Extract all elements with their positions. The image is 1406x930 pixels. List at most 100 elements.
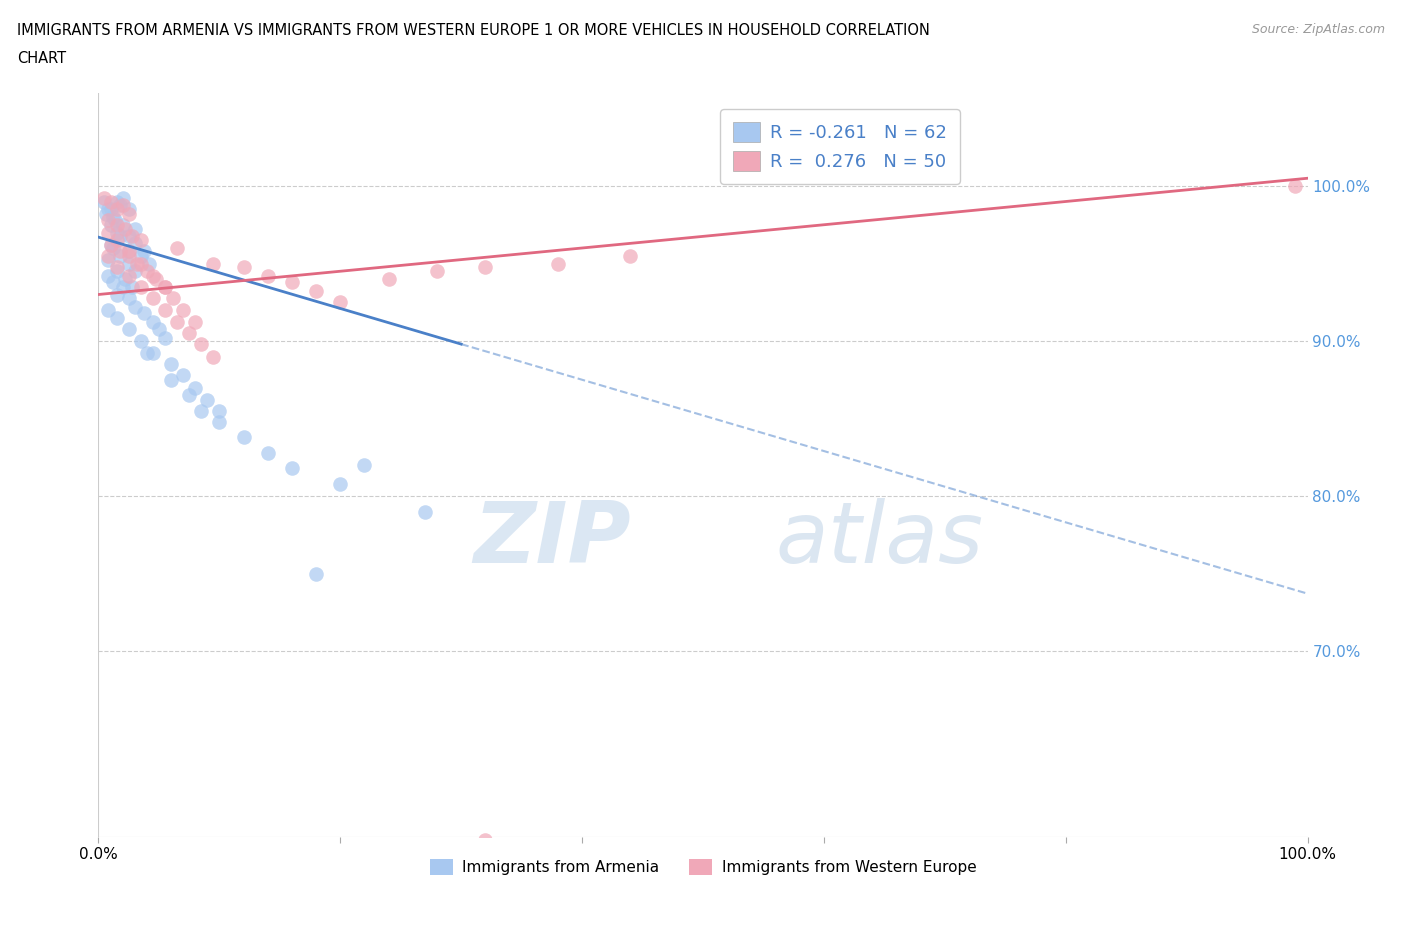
Point <box>134 244 156 259</box>
Point <box>135 346 157 361</box>
Point <box>426 264 449 279</box>
Point <box>166 315 188 330</box>
Point <box>138 256 160 271</box>
Point <box>208 404 231 418</box>
Point <box>256 269 278 284</box>
Point <box>118 244 141 259</box>
Point <box>160 372 183 387</box>
Text: atlas: atlas <box>776 498 984 581</box>
Point <box>97 202 120 217</box>
Point <box>114 272 136 286</box>
Point <box>100 237 122 252</box>
Point <box>129 334 152 349</box>
Point <box>142 269 165 284</box>
Point <box>108 248 131 263</box>
Point <box>135 264 157 279</box>
Point <box>208 414 231 429</box>
Point <box>305 566 328 581</box>
Point <box>111 279 134 294</box>
Point <box>121 279 143 294</box>
Point <box>104 213 127 228</box>
Point <box>105 202 128 217</box>
Point <box>100 202 122 217</box>
Point <box>97 225 120 240</box>
Point <box>305 284 328 299</box>
Point <box>97 302 120 317</box>
Point <box>153 330 176 345</box>
Point <box>124 299 146 314</box>
Point <box>118 269 141 284</box>
Point <box>97 248 120 263</box>
Point <box>202 256 225 271</box>
Point <box>153 279 176 294</box>
Point <box>184 315 207 330</box>
Text: CHART: CHART <box>17 51 66 66</box>
Point <box>256 445 278 460</box>
Point <box>93 191 115 206</box>
Point <box>105 232 128 247</box>
Point <box>172 302 194 317</box>
Point <box>202 349 225 364</box>
Point <box>145 272 167 286</box>
Point <box>111 191 134 206</box>
Point <box>353 458 375 472</box>
Point <box>127 256 149 271</box>
Point <box>108 244 131 259</box>
Point <box>121 228 143 243</box>
Point <box>118 248 141 263</box>
Point <box>94 206 117 221</box>
Point <box>281 274 304 289</box>
Point <box>142 346 165 361</box>
Point <box>129 232 152 247</box>
Point <box>105 264 128 279</box>
Point <box>413 504 436 519</box>
Point <box>105 287 128 302</box>
Text: Source: ZipAtlas.com: Source: ZipAtlas.com <box>1251 23 1385 36</box>
Point <box>124 236 146 251</box>
Point <box>474 259 496 274</box>
Point <box>97 253 120 268</box>
Point <box>619 248 641 263</box>
Point <box>172 367 194 382</box>
Point <box>160 357 183 372</box>
Point <box>105 194 128 209</box>
Legend: Immigrants from Armenia, Immigrants from Western Europe: Immigrants from Armenia, Immigrants from… <box>423 853 983 882</box>
Point <box>179 326 201 340</box>
Point <box>547 256 569 271</box>
Point <box>97 213 120 228</box>
Point <box>118 321 141 336</box>
Point <box>105 311 128 325</box>
Point <box>105 259 128 274</box>
Point <box>190 337 212 352</box>
Text: IMMIGRANTS FROM ARMENIA VS IMMIGRANTS FROM WESTERN EUROPE 1 OR MORE VEHICLES IN : IMMIGRANTS FROM ARMENIA VS IMMIGRANTS FR… <box>17 23 929 38</box>
Point <box>179 388 201 403</box>
Point <box>162 290 184 305</box>
Point <box>190 404 212 418</box>
Point <box>118 202 141 217</box>
Point <box>474 832 496 847</box>
Point <box>101 241 124 256</box>
Point <box>114 222 136 237</box>
Point <box>118 290 141 305</box>
Point <box>329 295 352 310</box>
Point <box>377 272 399 286</box>
Point <box>124 264 146 279</box>
Point <box>142 290 165 305</box>
Point <box>153 302 176 317</box>
Text: ZIP: ZIP <box>472 498 630 581</box>
Point <box>101 274 124 289</box>
Point <box>105 218 128 232</box>
Point <box>184 380 207 395</box>
Point <box>148 321 170 336</box>
Point <box>129 248 152 263</box>
Point <box>166 241 188 256</box>
Point <box>111 197 134 212</box>
Point <box>142 315 165 330</box>
Point <box>153 279 176 294</box>
Point <box>118 256 141 271</box>
Point <box>195 392 218 407</box>
Point <box>134 306 156 321</box>
Point <box>124 222 146 237</box>
Point <box>108 197 131 212</box>
Point <box>118 206 141 221</box>
